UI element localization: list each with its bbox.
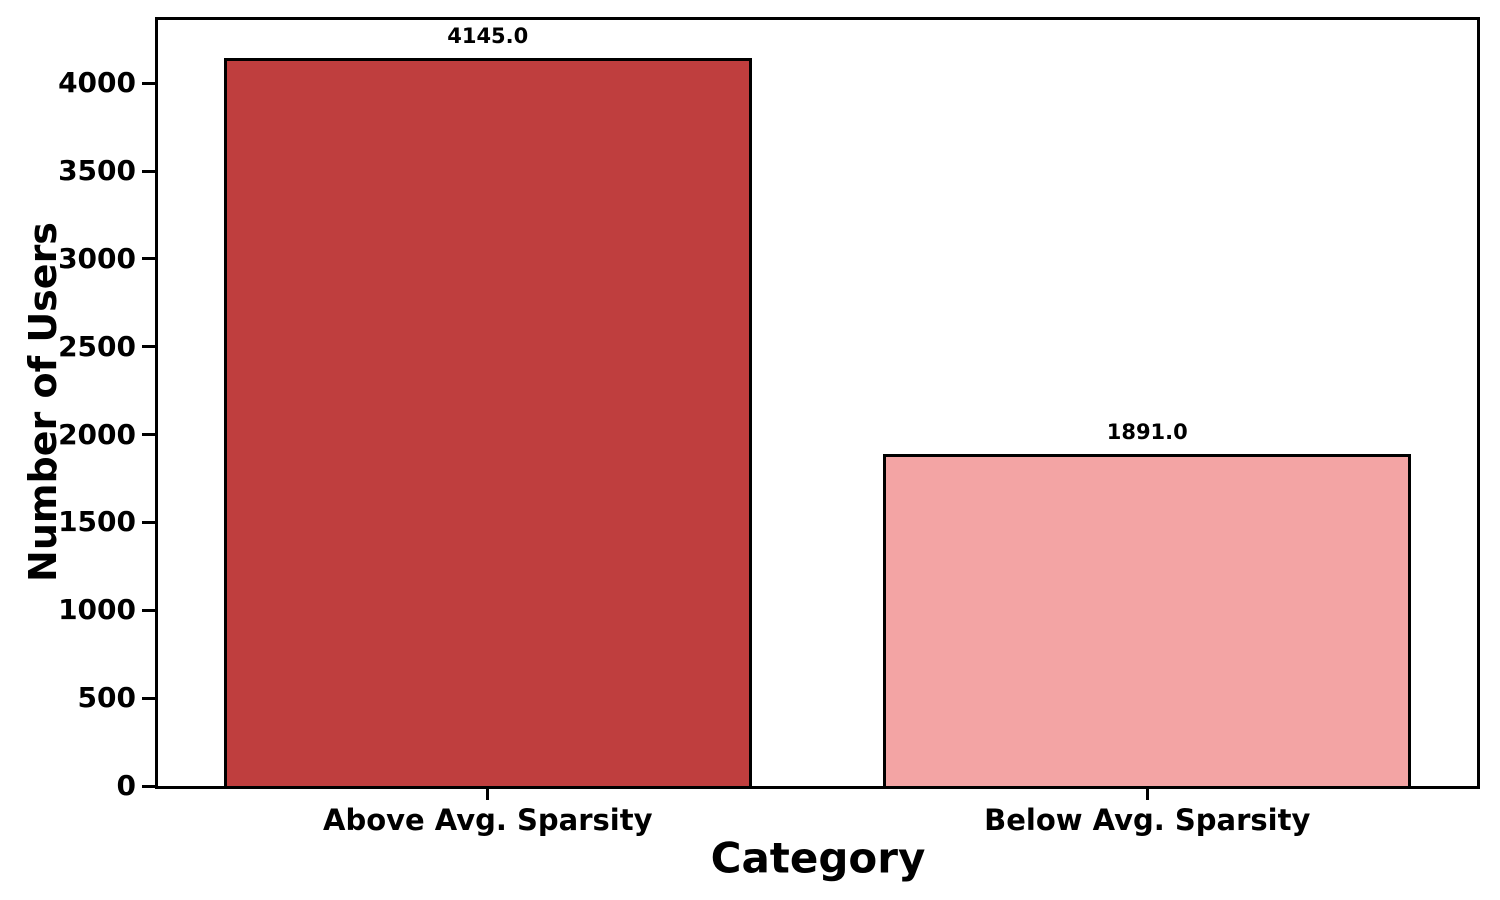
y-tick-mark [142, 608, 155, 612]
x-tick-label: Below Avg. Sparsity [984, 803, 1311, 837]
bar [223, 57, 752, 786]
y-tick-mark [142, 433, 155, 437]
y-tick-label: 2000 [58, 417, 136, 451]
bar [883, 453, 1412, 786]
bar-value-label: 4145.0 [447, 23, 529, 48]
x-tick-mark [1145, 789, 1149, 800]
y-tick-mark [142, 520, 155, 524]
y-tick-label: 1500 [58, 505, 136, 539]
y-tick-mark [142, 696, 155, 700]
y-tick-mark [142, 784, 155, 788]
y-tick-label: 0 [116, 769, 136, 802]
y-tick-label: 3000 [58, 241, 136, 275]
y-tick-label: 500 [77, 681, 136, 715]
x-axis-label: Category [710, 833, 926, 883]
y-tick-mark [142, 257, 155, 261]
y-tick-label: 1000 [58, 593, 136, 627]
y-tick-label: 2500 [58, 329, 136, 363]
y-tick-mark [142, 81, 155, 85]
x-tick-mark [486, 789, 490, 800]
bar-value-label: 1891.0 [1106, 419, 1188, 444]
x-tick-label: Above Avg. Sparsity [323, 803, 653, 837]
y-tick-mark [142, 345, 155, 349]
y-tick-mark [142, 169, 155, 173]
y-tick-label: 4000 [58, 66, 136, 100]
plot-area: 0 500 1000 1500 2000 2500 3000 3500 4000 4145.0 Ab… [58, 17, 1480, 835]
y-tick-label: 3500 [58, 154, 136, 188]
